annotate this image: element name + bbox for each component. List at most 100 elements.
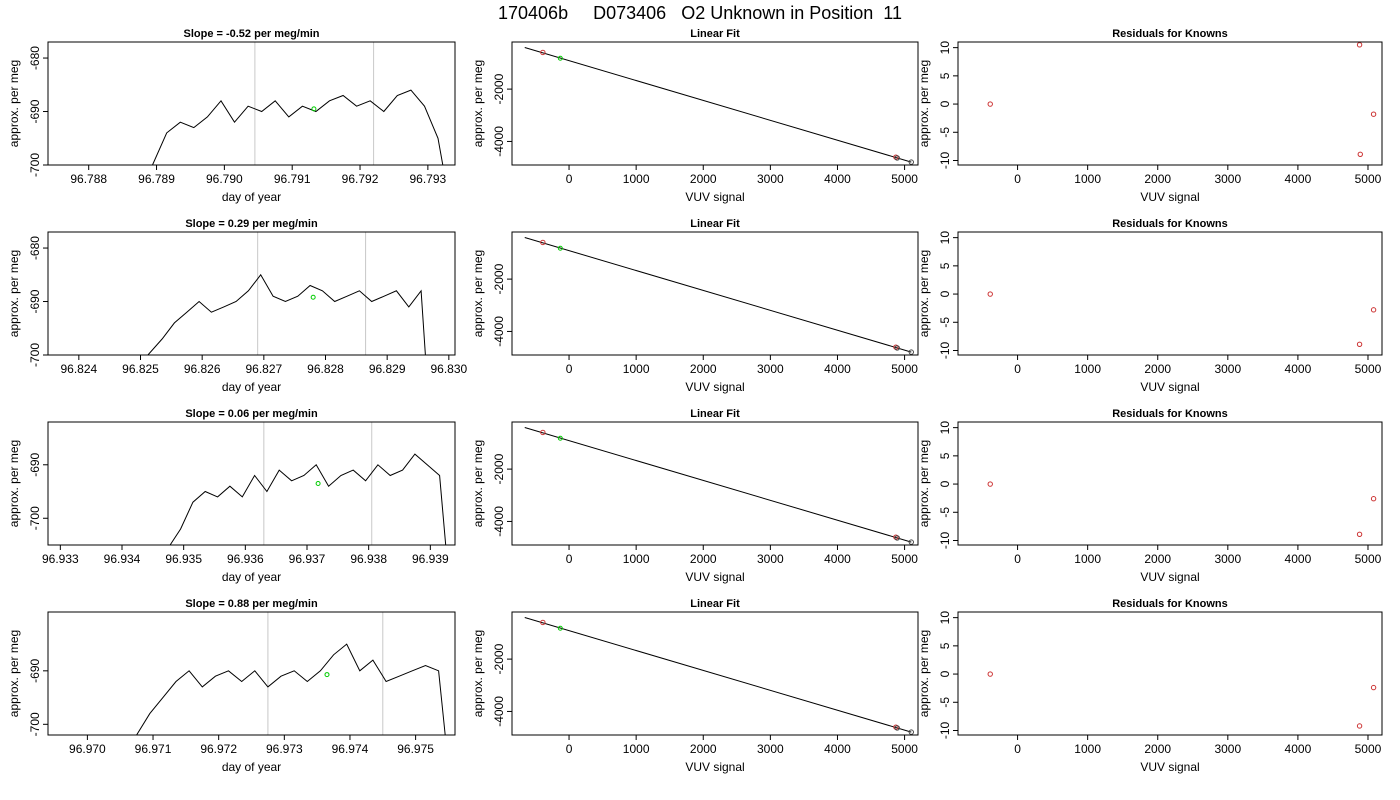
x-tick-label: 96.828 — [307, 362, 344, 376]
x-tick-label: 96.789 — [138, 172, 175, 186]
x-tick-label: 5000 — [1355, 742, 1382, 756]
plot-panel-fit-2: Linear Fit VUV signal approx. per meg 0 1000… — [471, 218, 919, 394]
x-tick-label: 0 — [566, 742, 573, 756]
x-tick-label: 0 — [1014, 172, 1021, 186]
x-tick-label: 3000 — [757, 172, 784, 186]
fit-line — [524, 427, 912, 543]
unknown-point — [557, 55, 563, 61]
x-axis-label: VUV signal — [685, 380, 744, 394]
y-axis-label: approx. per meg — [917, 440, 931, 527]
x-tick-label: 96.792 — [342, 172, 379, 186]
plot-title: Residuals for Knowns — [1112, 28, 1228, 40]
x-tick-label: 96.937 — [289, 552, 326, 566]
unknown-mean-point — [310, 294, 316, 300]
plot-panel-timeseries-4: Slope = 0.88 per meg/min day of year appro… — [7, 598, 456, 774]
y-tick-label: -690 — [28, 99, 42, 123]
plot-title: Linear Fit — [690, 598, 740, 610]
x-tick-label: 4000 — [1285, 362, 1312, 376]
y-tick-label: 5 — [938, 262, 952, 269]
y-tick-label: 10 — [938, 421, 952, 435]
x-tick-label: 96.829 — [369, 362, 406, 376]
known-standard-point — [908, 349, 914, 355]
x-tick-label: 96.939 — [412, 552, 449, 566]
x-tick-label: 96.791 — [274, 172, 311, 186]
y-tick-label: -5 — [938, 507, 952, 518]
plot-area — [147, 232, 426, 355]
signal-trace — [152, 89, 444, 165]
plot-frame — [957, 421, 1383, 546]
x-tick-label: 0 — [1014, 742, 1021, 756]
x-axis-label: VUV signal — [685, 570, 744, 584]
y-tick-label: 10 — [938, 231, 952, 245]
plot-panel-fit-3: Linear Fit VUV signal approx. per meg 0 1000… — [471, 408, 919, 584]
residual-point — [987, 291, 993, 297]
residual-point — [1356, 42, 1363, 48]
unknown-point — [557, 435, 563, 441]
y-tick-label: -680 — [28, 236, 42, 260]
x-tick-label: 3000 — [757, 362, 784, 376]
x-tick-label: 0 — [1014, 552, 1021, 566]
residual-point — [987, 671, 993, 677]
x-tick-label: 96.824 — [60, 362, 97, 376]
plot-title: Slope = -0.52 per meg/min — [183, 28, 319, 40]
y-tick-label: -4000 — [492, 126, 506, 157]
x-tick-label: 5000 — [891, 362, 918, 376]
plot-title: Linear Fit — [690, 218, 740, 230]
known-standard-point — [908, 729, 914, 735]
x-tick-label: 1000 — [623, 172, 650, 186]
x-tick-label: 3000 — [1214, 172, 1241, 186]
plot-frame — [47, 421, 456, 546]
x-axis-label: VUV signal — [1140, 760, 1199, 774]
x-tick-label: 96.973 — [266, 742, 303, 756]
x-tick-label: 0 — [1014, 362, 1021, 376]
x-tick-label: 1000 — [1074, 172, 1101, 186]
y-tick-label: -2000 — [492, 643, 506, 674]
x-tick-label: 96.938 — [350, 552, 387, 566]
x-tick-label: 0 — [566, 552, 573, 566]
plot-frame — [47, 41, 456, 166]
y-tick-label: -4000 — [492, 696, 506, 727]
x-tick-label: 3000 — [757, 552, 784, 566]
x-axis-label: VUV signal — [1140, 570, 1199, 584]
plot-title: Residuals for Knowns — [1112, 408, 1228, 420]
plot-area — [524, 617, 914, 735]
page-title: 170406b D073406 O2 Unknown in Position 1… — [0, 0, 1400, 26]
plot-panel-fit-1: Linear Fit VUV signal approx. per meg 0 1000… — [471, 28, 919, 204]
x-tick-label: 5000 — [1355, 552, 1382, 566]
run-id: 170406b — [498, 3, 569, 23]
fit-line — [524, 237, 912, 353]
y-tick-label: -5 — [938, 127, 952, 138]
plot-panel-timeseries-3: Slope = 0.06 per meg/min day of year appro… — [7, 408, 456, 584]
x-tick-label: 96.974 — [332, 742, 369, 756]
y-tick-label: -680 — [28, 46, 42, 70]
x-tick-label: 5000 — [1355, 362, 1382, 376]
x-tick-label: 4000 — [1285, 552, 1312, 566]
x-tick-label: 2000 — [690, 552, 717, 566]
y-tick-label: -10 — [938, 721, 952, 739]
x-tick-label: 96.975 — [397, 742, 434, 756]
known-standard-point — [894, 155, 900, 161]
x-tick-label: 96.793 — [410, 172, 447, 186]
y-axis-label: approx. per meg — [917, 60, 931, 147]
residual-point — [987, 481, 993, 487]
plot-title: Residuals for Knowns — [1112, 218, 1228, 230]
residual-point — [1370, 307, 1377, 313]
x-axis-label: VUV signal — [1140, 190, 1199, 204]
x-tick-label: 4000 — [1285, 742, 1312, 756]
x-tick-label: 4000 — [1285, 172, 1312, 186]
plot-frame — [511, 611, 919, 736]
x-tick-label: 2000 — [690, 742, 717, 756]
plot-title: Linear Fit — [690, 28, 740, 40]
y-axis-label: approx. per meg — [917, 250, 931, 337]
known-standard-point — [894, 345, 900, 351]
y-tick-label: 10 — [938, 41, 952, 55]
y-tick-label: -4000 — [492, 316, 506, 347]
residual-point — [1356, 723, 1363, 729]
plot-area — [136, 612, 446, 735]
y-axis-label: approx. per meg — [471, 440, 485, 527]
x-axis-label: day of year — [222, 570, 281, 584]
plot-area — [524, 47, 914, 165]
x-tick-label: 96.790 — [206, 172, 243, 186]
x-tick-label: 0 — [566, 172, 573, 186]
y-tick-label: -700 — [28, 506, 42, 530]
